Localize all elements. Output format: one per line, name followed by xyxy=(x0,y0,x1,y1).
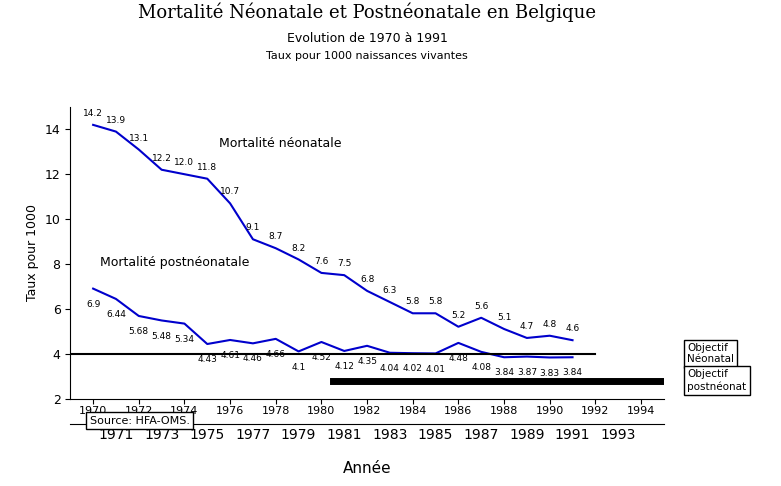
Text: 4.02: 4.02 xyxy=(403,364,423,373)
Text: 5.1: 5.1 xyxy=(497,313,512,322)
Text: 13.9: 13.9 xyxy=(106,116,126,124)
Text: 4.35: 4.35 xyxy=(357,357,377,366)
Text: 9.1: 9.1 xyxy=(246,224,260,232)
Text: 4.52: 4.52 xyxy=(312,353,331,362)
Text: 13.1: 13.1 xyxy=(129,134,149,142)
Text: 6.9: 6.9 xyxy=(86,300,100,309)
Text: 4.6: 4.6 xyxy=(565,324,580,333)
Y-axis label: Taux pour 1000: Taux pour 1000 xyxy=(26,204,39,301)
Text: 8.7: 8.7 xyxy=(269,232,283,241)
Text: 4.48: 4.48 xyxy=(448,354,469,363)
Text: Mortalité néonatale: Mortalité néonatale xyxy=(219,138,341,150)
Text: Objectif
postnéonat: Objectif postnéonat xyxy=(687,369,747,392)
Text: Taux pour 1000 naissances vivantes: Taux pour 1000 naissances vivantes xyxy=(266,51,468,61)
Text: 4.7: 4.7 xyxy=(519,322,534,331)
Text: 6.44: 6.44 xyxy=(106,310,126,319)
Text: 4.12: 4.12 xyxy=(334,362,354,371)
Text: 3.87: 3.87 xyxy=(517,368,537,377)
Text: 12.2: 12.2 xyxy=(152,154,172,163)
Text: Evolution de 1970 à 1991: Evolution de 1970 à 1991 xyxy=(287,32,448,45)
Text: 5.8: 5.8 xyxy=(405,297,420,306)
Text: Mortalité Néonatale et Postnéonatale en Belgique: Mortalité Néonatale et Postnéonatale en … xyxy=(138,2,596,22)
Text: 5.6: 5.6 xyxy=(474,302,488,311)
Text: 8.2: 8.2 xyxy=(291,243,305,253)
Text: 7.6: 7.6 xyxy=(314,257,329,266)
Text: Objectif
Néonatal: Objectif Néonatal xyxy=(687,343,734,364)
Text: 4.04: 4.04 xyxy=(380,364,400,373)
Text: Source: HFA-OMS.: Source: HFA-OMS. xyxy=(90,416,190,426)
Text: 10.7: 10.7 xyxy=(220,188,240,196)
Text: 3.84: 3.84 xyxy=(494,368,514,377)
Text: 4.46: 4.46 xyxy=(243,354,263,364)
Text: 3.83: 3.83 xyxy=(540,368,560,378)
Text: 11.8: 11.8 xyxy=(198,163,217,172)
Text: 4.08: 4.08 xyxy=(471,363,491,372)
Text: 4.43: 4.43 xyxy=(198,355,217,364)
Text: 5.2: 5.2 xyxy=(451,311,465,320)
Text: 5.34: 5.34 xyxy=(174,335,194,344)
Text: 5.8: 5.8 xyxy=(428,297,443,306)
Text: Année: Année xyxy=(343,461,391,476)
Text: 5.68: 5.68 xyxy=(129,327,149,336)
Text: 14.2: 14.2 xyxy=(84,109,103,118)
Text: 6.3: 6.3 xyxy=(383,286,397,295)
Text: 4.1: 4.1 xyxy=(291,363,305,371)
Text: 4.66: 4.66 xyxy=(266,350,286,359)
Text: 5.48: 5.48 xyxy=(152,331,172,341)
Text: 4.8: 4.8 xyxy=(543,320,557,329)
Text: Mortalité postnéonatale: Mortalité postnéonatale xyxy=(100,256,249,269)
Text: 4.01: 4.01 xyxy=(426,364,445,374)
Text: 3.84: 3.84 xyxy=(562,368,583,377)
Text: 4.61: 4.61 xyxy=(220,351,240,360)
Text: 6.8: 6.8 xyxy=(360,275,374,284)
Text: 7.5: 7.5 xyxy=(337,259,351,268)
Text: 12.0: 12.0 xyxy=(174,158,194,167)
